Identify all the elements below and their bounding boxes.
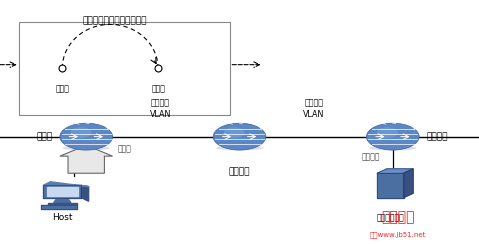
Polygon shape [377, 169, 413, 173]
Circle shape [366, 123, 419, 150]
Circle shape [60, 123, 113, 150]
Polygon shape [54, 198, 71, 203]
Text: 报文在源设备中的处理过程: 报文在源设备中的处理过程 [83, 16, 147, 25]
Text: 数据监控设备: 数据监控设备 [376, 214, 404, 223]
Polygon shape [403, 169, 413, 198]
Polygon shape [48, 203, 77, 205]
Polygon shape [43, 185, 81, 198]
Bar [19, 22, 230, 115]
Text: 出端口: 出端口 [151, 84, 165, 93]
Ellipse shape [216, 146, 263, 150]
Text: 源端口: 源端口 [68, 152, 81, 162]
Circle shape [213, 123, 266, 150]
Ellipse shape [62, 146, 110, 150]
Text: 中间设备: 中间设备 [229, 167, 250, 176]
Circle shape [70, 127, 91, 138]
Text: 目的端口: 目的端口 [362, 152, 380, 162]
Text: 源端口: 源端口 [56, 84, 69, 93]
Text: 脚本之家: 脚本之家 [381, 210, 414, 224]
Text: 远程镜像
VLAN: 远程镜像 VLAN [150, 99, 171, 119]
Text: 远程镜像
VLAN: 远程镜像 VLAN [303, 99, 324, 119]
Circle shape [224, 127, 245, 138]
Text: Host: Host [52, 214, 72, 223]
Polygon shape [377, 173, 403, 198]
Polygon shape [81, 185, 89, 201]
Text: 出端口: 出端口 [117, 144, 131, 153]
Polygon shape [60, 145, 113, 173]
Polygon shape [47, 187, 78, 196]
Circle shape [377, 127, 398, 138]
Text: 源设备: 源设备 [36, 132, 53, 141]
Polygon shape [41, 205, 77, 209]
Text: 目的设备: 目的设备 [426, 132, 448, 141]
Polygon shape [43, 182, 89, 187]
Ellipse shape [369, 146, 416, 150]
Text: 数据www.jb51.net: 数据www.jb51.net [369, 231, 426, 238]
